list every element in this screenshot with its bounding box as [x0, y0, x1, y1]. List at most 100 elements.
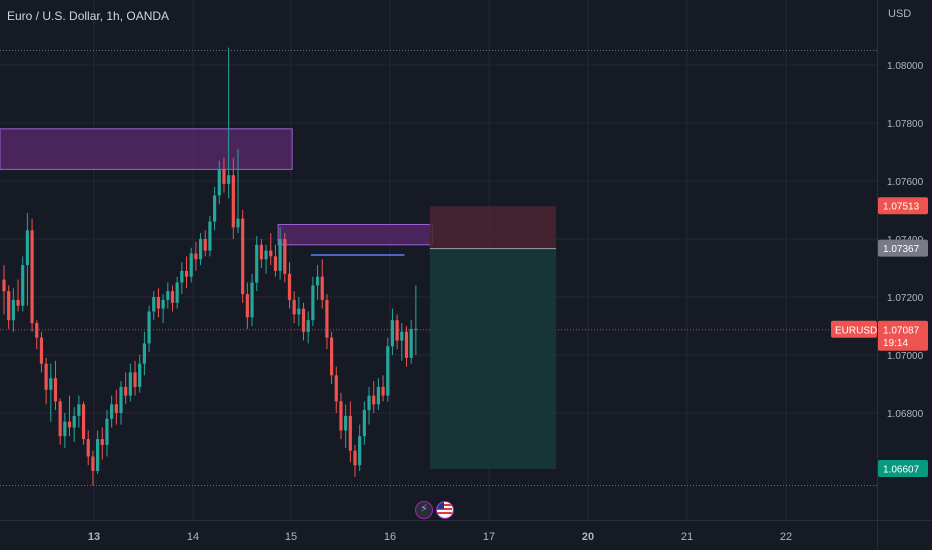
candle-body	[273, 256, 278, 271]
candle-body	[330, 337, 334, 376]
currency-label[interactable]: USD	[888, 8, 912, 20]
candle-body	[301, 308, 306, 332]
candle-body	[236, 218, 240, 228]
candle-body	[110, 404, 114, 419]
candle-body	[170, 291, 175, 303]
time-tick-label: 17	[483, 531, 495, 543]
candle-body	[142, 343, 146, 364]
candle-body	[166, 291, 170, 300]
candle-body	[315, 276, 320, 286]
candle-body	[287, 273, 292, 300]
time-tick-label: 22	[780, 531, 792, 543]
time-tick-label: 20	[582, 531, 594, 543]
stop-loss-zone	[429, 206, 557, 249]
candle-body	[96, 439, 100, 471]
candle-body	[292, 299, 296, 315]
price-tick-label: 1.06800	[887, 409, 924, 420]
candle-body	[241, 218, 245, 295]
candle-body	[213, 195, 217, 222]
candle-body	[400, 331, 404, 341]
candle-body	[395, 320, 399, 341]
candle-body	[180, 270, 184, 283]
candle-body	[138, 363, 142, 387]
chart-title: Euro / U.S. Dollar, 1h, OANDA	[7, 9, 170, 23]
supply-zone-rect	[0, 128, 293, 170]
candle-body	[67, 421, 72, 428]
price-tick-label: 1.07200	[887, 293, 924, 304]
candle-body	[53, 378, 58, 402]
candle-body	[278, 239, 282, 271]
candle-body	[152, 297, 156, 312]
candle-body	[44, 363, 48, 390]
candle-body	[362, 410, 366, 437]
supply-zones[interactable]	[0, 128, 434, 256]
candle-body	[114, 404, 118, 413]
candle-body	[376, 386, 380, 405]
candle-body	[367, 395, 371, 411]
candle-body	[386, 346, 390, 396]
candle-body	[217, 169, 221, 196]
short-position-tool[interactable]	[429, 206, 557, 469]
candle-body	[390, 320, 395, 347]
candle-body	[175, 282, 179, 303]
candle-body	[133, 372, 137, 387]
candle-body	[404, 331, 409, 358]
entry-price-tag: 1.07367	[883, 244, 920, 255]
candle-body	[250, 282, 254, 318]
price-tick-label: 1.07800	[887, 119, 924, 130]
candle-body	[245, 294, 249, 318]
candle-body	[49, 378, 53, 390]
lightning-event-icon[interactable]: ⚡	[415, 501, 433, 519]
candle-body	[58, 401, 62, 437]
time-tick-label: 14	[187, 531, 199, 543]
candle-body	[222, 169, 226, 184]
candle-body	[409, 328, 413, 358]
take-profit-zone	[429, 248, 557, 469]
candle-body	[7, 291, 11, 321]
candle-body	[358, 436, 362, 466]
candle-body	[227, 175, 231, 184]
candle-body	[91, 456, 95, 471]
time-axis[interactable]: 13 14 15 16 17 20 21 22	[88, 531, 792, 543]
candle-body	[283, 239, 287, 274]
candle-body	[81, 404, 86, 440]
candle-body	[25, 230, 29, 266]
target-price-tag: 1.06607	[883, 464, 920, 475]
candle-body	[344, 415, 348, 431]
candle-body	[119, 386, 123, 413]
candle-body	[325, 299, 329, 338]
us-flag-event-icon[interactable]	[436, 501, 454, 519]
symbol-tag: EURUSD	[835, 325, 877, 336]
candle-body	[30, 230, 34, 324]
candle-body	[269, 250, 273, 257]
time-tick-label: 16	[384, 531, 396, 543]
candle-body	[414, 328, 418, 330]
candle-body	[353, 450, 357, 466]
candle-body	[39, 337, 44, 364]
candle-body	[297, 308, 301, 315]
candle-body	[339, 401, 343, 431]
candle-body	[100, 439, 104, 445]
time-tick-label: 21	[681, 531, 693, 543]
countdown-tag: 19:14	[883, 338, 908, 349]
price-tick-label: 1.07600	[887, 177, 924, 188]
candle-body	[105, 418, 109, 445]
time-tick-label: 13	[88, 531, 100, 543]
price-tick-label: 1.07000	[887, 351, 924, 362]
candle-body	[372, 395, 376, 405]
candle-body	[208, 221, 212, 251]
supply-zone-rect	[277, 224, 434, 246]
stop-price-tag-bg	[878, 197, 928, 215]
candle-body	[86, 439, 90, 457]
candle-body	[189, 253, 193, 277]
current-price-tag: 1.07087	[883, 325, 920, 336]
price-tags: 1.07513 1.07367 1.06607 EURUSD 1.07087 19:14	[831, 197, 928, 477]
symbol-tag-bg	[831, 320, 877, 338]
price-tick-label: 1.08000	[887, 61, 924, 72]
candle-body	[147, 311, 151, 344]
candle-body	[35, 323, 39, 338]
candle-body	[198, 239, 203, 260]
candle-body	[184, 270, 189, 277]
